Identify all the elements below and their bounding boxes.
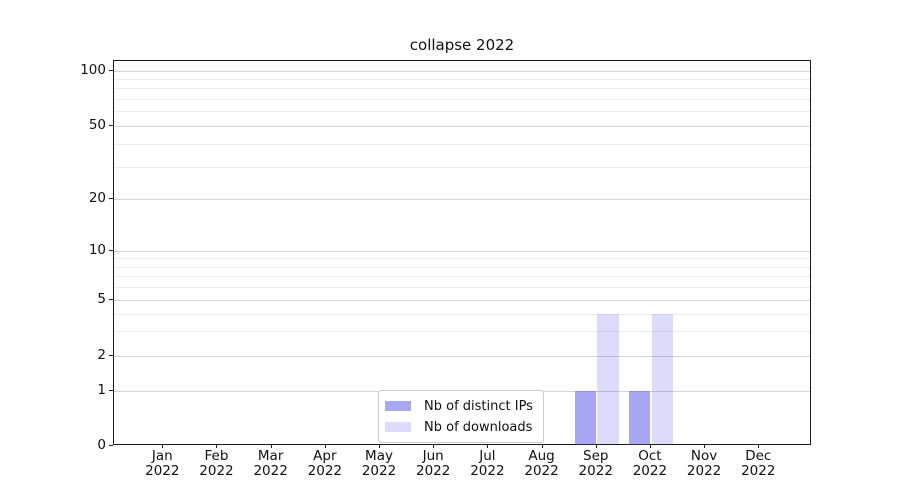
x-tick-mark	[704, 444, 706, 448]
gridline-minor	[114, 313, 810, 315]
gridline-major	[114, 300, 810, 301]
x-tick-label: Jun 2022	[403, 449, 463, 479]
gridline-minor	[114, 143, 810, 145]
gridline-minor	[114, 111, 810, 113]
legend-label: Nb of downloads	[424, 419, 533, 435]
gridline-minor	[114, 99, 810, 101]
y-tick-mark	[109, 299, 113, 300]
bar-distinct-ips	[628, 390, 651, 445]
gridline-minor	[114, 258, 810, 260]
legend-swatch	[385, 422, 411, 432]
x-tick-label: Sep 2022	[566, 449, 626, 479]
y-tick-mark	[109, 355, 113, 356]
y-tick-mark	[109, 69, 113, 71]
x-tick-month: Aug	[528, 448, 555, 464]
x-tick-year: 2022	[145, 463, 180, 479]
x-tick-year: 2022	[686, 463, 722, 479]
x-tick-month: Jul	[479, 448, 496, 464]
gridline-major	[114, 70, 810, 72]
x-tick-mark	[270, 444, 272, 448]
bar-downloads	[597, 313, 619, 445]
x-tick-month: Oct	[638, 448, 662, 464]
x-tick-mark	[758, 444, 760, 448]
x-tick-year: 2022	[578, 463, 613, 479]
bar-distinct-ips	[574, 390, 597, 445]
legend-item: Nb of downloads	[385, 419, 538, 435]
x-tick-year: 2022	[361, 463, 397, 479]
x-tick-label: Mar 2022	[241, 449, 301, 479]
x-tick-mark	[379, 444, 381, 448]
x-tick-mark	[216, 444, 218, 448]
gridline-minor	[114, 331, 810, 333]
x-tick-mark	[324, 444, 326, 448]
gridline-minor	[114, 276, 810, 278]
x-tick-mark	[541, 444, 543, 448]
legend-item: Nb of distinct IPs	[385, 398, 538, 414]
gridline-major	[114, 356, 810, 357]
plot-area	[113, 59, 811, 445]
x-tick-mark	[649, 444, 651, 448]
x-tick-year: 2022	[741, 463, 776, 479]
x-tick-month: Jan	[151, 448, 173, 464]
x-tick-month: May	[365, 448, 393, 464]
y-tick-mark	[109, 125, 113, 126]
x-tick-month: Apr	[313, 448, 337, 464]
y-tick-label: 20	[88, 189, 106, 206]
y-tick-label: 2	[97, 347, 106, 363]
x-tick-year: 2022	[470, 463, 505, 479]
y-tick-mark	[109, 444, 113, 446]
legend-swatch	[385, 401, 411, 411]
x-tick-year: 2022	[524, 463, 559, 479]
gridline-minor	[114, 266, 810, 268]
x-tick-label: Aug 2022	[512, 449, 572, 479]
x-tick-year: 2022	[632, 463, 668, 479]
x-tick-label: Jan 2022	[132, 449, 192, 479]
y-tick-label: 5	[97, 291, 106, 307]
x-tick-month: Mar	[257, 448, 284, 464]
y-tick-label: 100	[80, 61, 106, 78]
x-tick-label: Feb 2022	[186, 449, 246, 479]
bar-downloads	[651, 313, 673, 445]
x-tick-label: Oct 2022	[620, 449, 680, 479]
x-tick-month: Nov	[690, 448, 718, 464]
gridline-major	[114, 126, 810, 127]
x-tick-mark	[433, 444, 435, 448]
x-tick-month: Feb	[204, 448, 229, 464]
x-tick-label: Dec 2022	[728, 449, 788, 479]
gridline-major	[114, 251, 810, 252]
x-tick-label: May 2022	[349, 449, 409, 479]
x-tick-month: Jun	[422, 448, 444, 464]
x-tick-label: Apr 2022	[295, 449, 355, 479]
x-tick-month: Sep	[583, 448, 609, 464]
y-tick-label: 50	[88, 117, 106, 133]
legend: Nb of distinct IPs Nb of downloads	[378, 390, 544, 443]
y-tick-mark	[109, 197, 113, 199]
gridline-minor	[114, 166, 810, 168]
x-tick-month: Dec	[745, 448, 772, 464]
y-tick-mark	[109, 250, 113, 251]
chart-title: collapse 2022	[409, 36, 515, 54]
y-tick-mark	[109, 389, 113, 391]
x-tick-year: 2022	[253, 463, 288, 479]
y-tick-label: 0	[97, 436, 106, 453]
y-tick-label: 10	[88, 242, 106, 258]
x-tick-mark	[162, 444, 164, 448]
gridline-minor	[114, 88, 810, 90]
x-tick-mark	[595, 444, 597, 448]
x-tick-label: Jul 2022	[457, 449, 517, 479]
x-tick-year: 2022	[199, 463, 234, 479]
legend-label: Nb of distinct IPs	[424, 398, 533, 414]
x-tick-year: 2022	[307, 463, 342, 479]
gridline-major	[114, 198, 810, 200]
x-tick-label: Nov 2022	[674, 449, 734, 479]
gridline-minor	[114, 78, 810, 80]
y-tick-label: 1	[97, 381, 106, 398]
gridline-minor	[114, 287, 810, 289]
x-tick-year: 2022	[416, 463, 451, 479]
x-tick-mark	[487, 444, 489, 448]
